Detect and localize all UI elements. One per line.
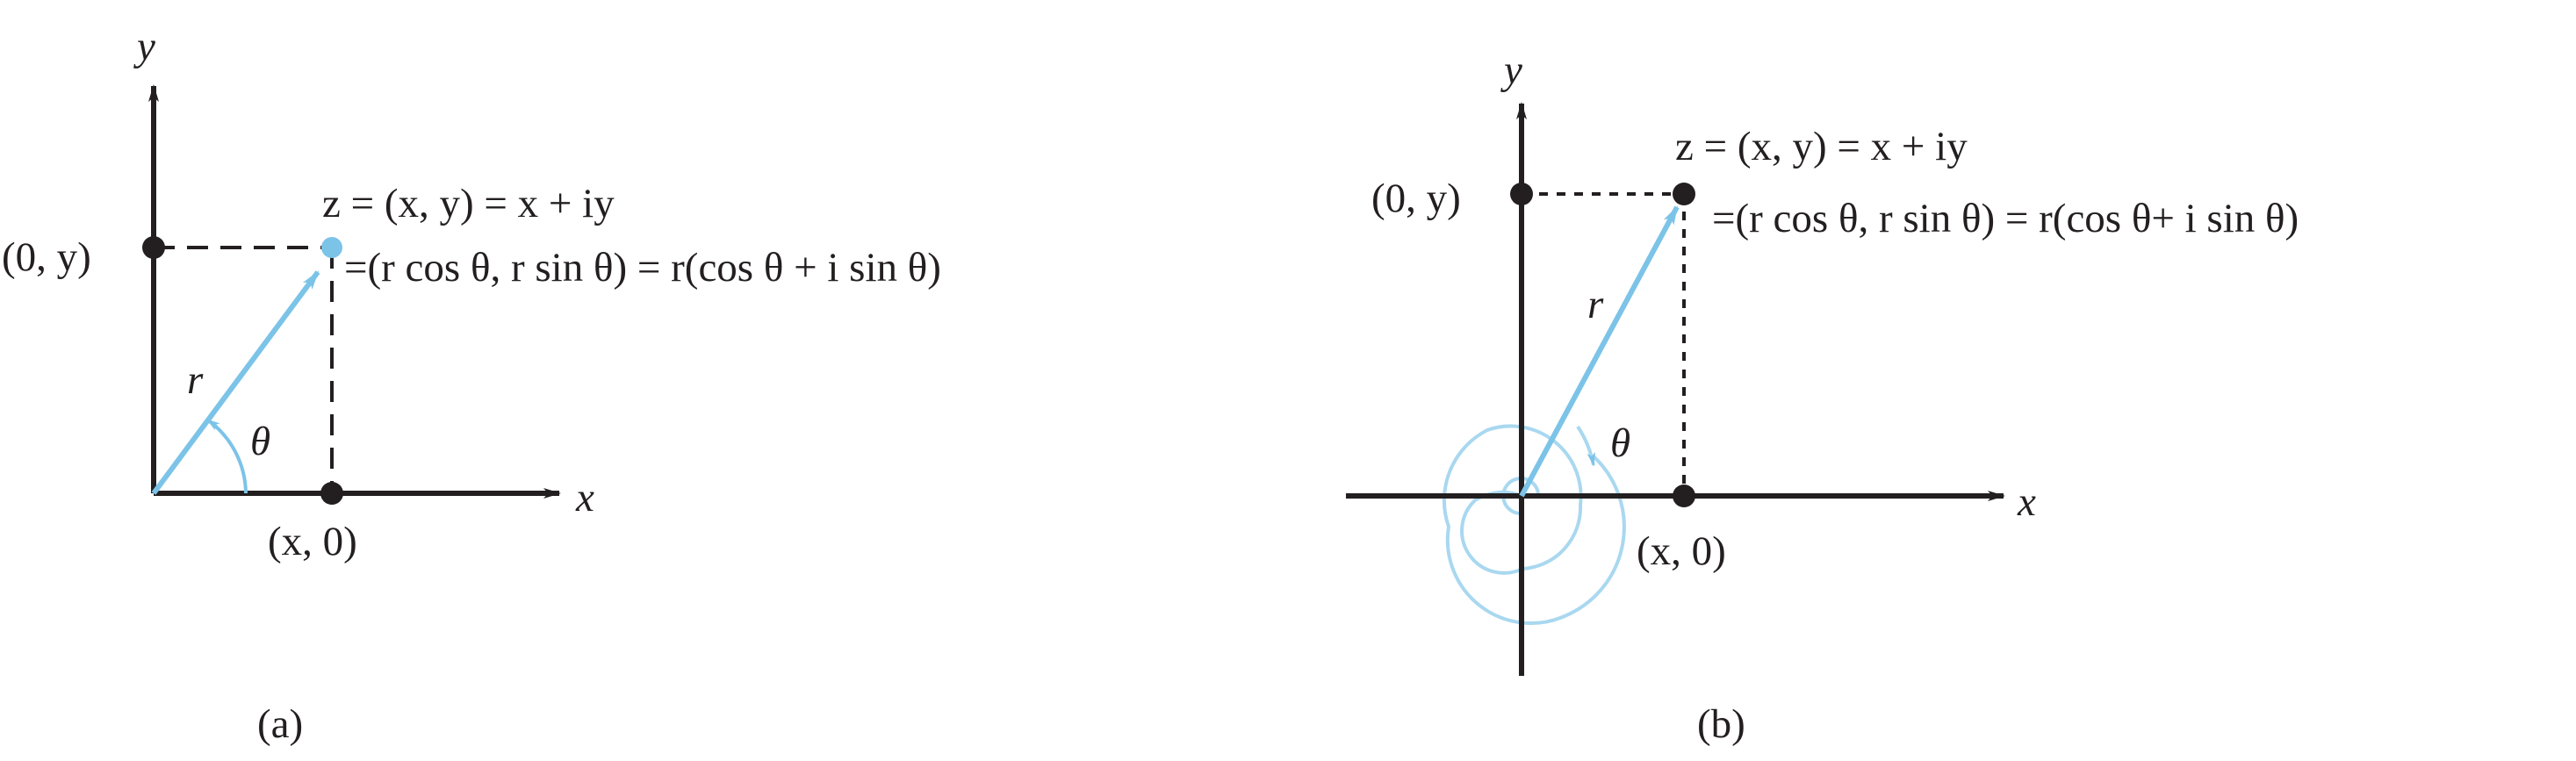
z-equation-line2: =(r cos θ, r sin θ) = r(cos θ + i sin θ) bbox=[344, 245, 941, 291]
point-z bbox=[1673, 183, 1695, 205]
point-label-x-0: (x, 0) bbox=[1637, 528, 1726, 574]
x-axis-label: x bbox=[575, 475, 594, 520]
vector-r bbox=[1519, 205, 1680, 498]
point-label-0-y: (0, y) bbox=[2, 234, 91, 280]
r-label: r bbox=[1587, 282, 1604, 327]
z-equation-line1: z = (x, y) = x + iy bbox=[322, 181, 615, 226]
point-0-y bbox=[1510, 183, 1533, 205]
theta-label: θ bbox=[1610, 420, 1630, 466]
caption-b: (b) bbox=[1697, 701, 1745, 747]
panel-b: y x (0, y) (x, 0) z = (x, y) = x + iy =(… bbox=[1346, 47, 2299, 747]
y-axis-label: y bbox=[133, 24, 155, 69]
x-axis-label: x bbox=[2017, 479, 2036, 525]
y-axis-label: y bbox=[1500, 47, 1522, 93]
r-label: r bbox=[187, 357, 204, 403]
point-x-0 bbox=[320, 482, 343, 505]
z-equation-line1: z = (x, y) = x + iy bbox=[1675, 124, 1968, 169]
theta-label: θ bbox=[250, 419, 270, 464]
point-0-y bbox=[142, 236, 165, 259]
spiral-rotation bbox=[1442, 424, 1626, 626]
caption-a: (a) bbox=[257, 701, 303, 747]
z-equation-line2: =(r cos θ, r sin θ) = r(cos θ+ i sin θ) bbox=[1712, 196, 2299, 241]
panel-a: y x (0, y) (x, 0) z = (x, y) = x + iy =(… bbox=[2, 24, 941, 747]
point-x-0 bbox=[1673, 485, 1695, 507]
point-label-0-y: (0, y) bbox=[1371, 176, 1461, 221]
theta-arc bbox=[205, 418, 248, 494]
point-z bbox=[321, 237, 342, 258]
vector-r bbox=[151, 270, 320, 495]
point-label-x-0: (x, 0) bbox=[268, 519, 357, 564]
